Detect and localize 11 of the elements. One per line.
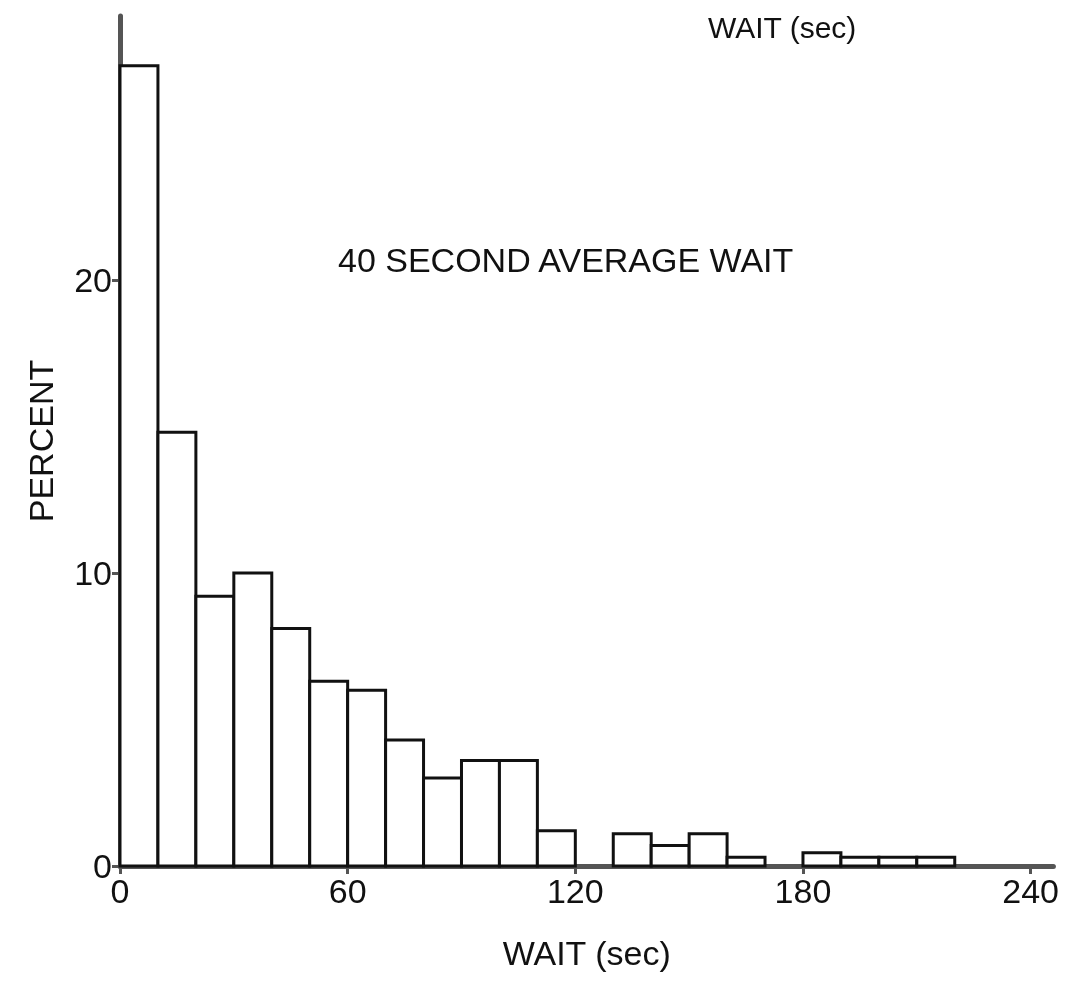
y-axis-title: PERCENT [22,359,60,523]
y-tick-label: 10 [74,553,112,592]
y-tick-label: 20 [74,260,112,299]
y-tick-label: 0 [93,847,112,885]
annotation: WAIT (sec) [708,10,857,44]
x-tick-label: 180 [774,872,832,910]
x-tick-label: 240 [1002,872,1059,910]
x-tick-label: 60 [328,872,367,910]
x-axis-title: WAIT (sec) [502,934,671,972]
x-tick-label: 120 [546,872,604,910]
annotation: 40 SECOND AVERAGE WAIT [338,241,794,279]
